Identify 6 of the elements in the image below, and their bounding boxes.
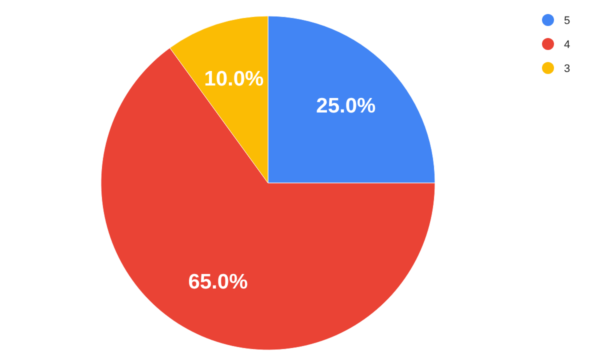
legend-label: 4 (564, 38, 570, 51)
data-label: 65.0% (188, 270, 248, 294)
data-label: 25.0% (316, 94, 376, 118)
legend-label: 3 (564, 62, 570, 75)
data-label: 10.0% (204, 68, 264, 91)
legend-label: 5 (564, 14, 570, 27)
